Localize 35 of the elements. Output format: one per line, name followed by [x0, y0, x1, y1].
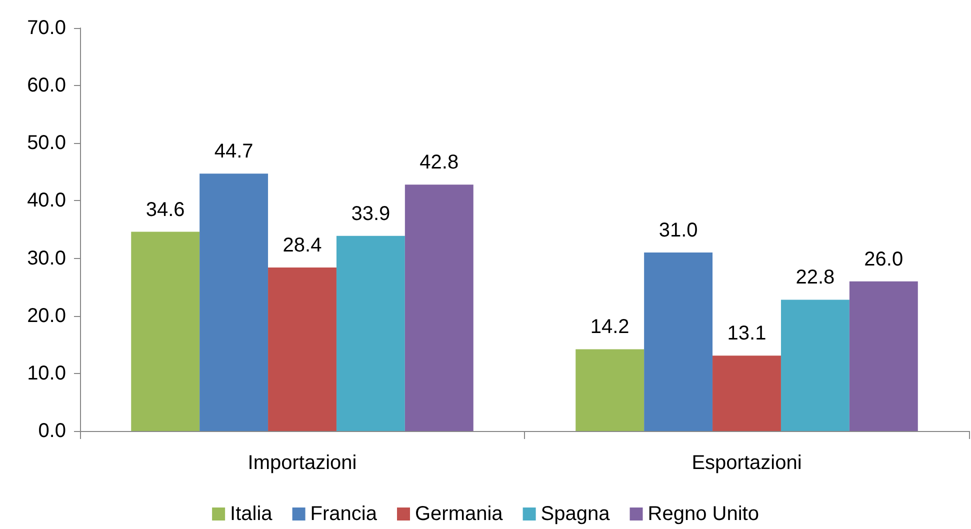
data-label: 34.6 [146, 198, 185, 221]
data-label: 33.9 [351, 202, 390, 225]
y-tick-label: 60.0 [27, 74, 66, 97]
bar [200, 174, 268, 431]
bar [780, 300, 850, 431]
legend-label: Italia [230, 503, 274, 525]
data-label: 28.4 [282, 234, 322, 256]
bar [268, 267, 336, 431]
y-tick-label: 40.0 [27, 190, 66, 212]
data-label: 44.7 [214, 140, 254, 163]
y-tick-label: 50.0 [27, 132, 66, 154]
bar [644, 252, 713, 431]
data-label: 13.1 [727, 322, 766, 345]
data-label: 22.8 [796, 266, 835, 289]
legend-label: Francia [310, 503, 378, 525]
x-tick-label: Importazioni [248, 452, 357, 474]
y-tick-label: 10.0 [27, 362, 66, 384]
y-tick-label: 0.0 [38, 420, 66, 442]
data-label: 31.0 [658, 220, 698, 242]
y-tick-label: 30.0 [27, 247, 66, 270]
y-tick-label: 70.0 [27, 17, 66, 39]
bar [576, 349, 644, 431]
legend-label: Regno Unito [648, 503, 759, 525]
bar [336, 236, 405, 431]
x-tick-label: Esportazioni [692, 452, 802, 474]
data-label: 26.0 [864, 248, 904, 270]
bar [404, 184, 474, 431]
bar [712, 356, 781, 431]
data-label: 14.2 [590, 316, 630, 338]
data-label: 42.8 [420, 152, 459, 174]
legend-label: Spagna [540, 503, 611, 525]
bar [131, 232, 200, 431]
bar [849, 281, 918, 431]
y-tick-label: 20.0 [27, 304, 66, 327]
legend-label: Germania [414, 503, 504, 525]
